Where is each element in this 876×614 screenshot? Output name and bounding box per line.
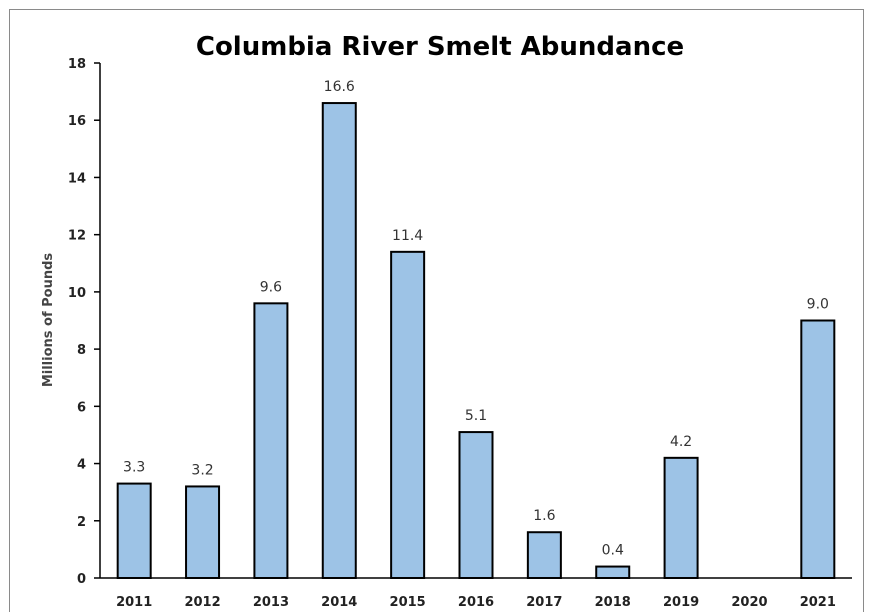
y-tick-label: 2 (77, 515, 86, 530)
y-tick-label: 4 (77, 458, 86, 473)
x-tick-label-2015: 2015 (390, 595, 426, 610)
y-tick-label: 16 (68, 114, 86, 129)
x-tick-label-2013: 2013 (253, 595, 289, 610)
chart-frame (9, 9, 864, 612)
data-label-2017: 1.6 (533, 508, 555, 524)
bar-2011 (116, 482, 152, 580)
y-axis-label: Millions of Pounds (41, 253, 56, 388)
x-tick-label-2018: 2018 (595, 595, 631, 610)
bar-2017 (526, 531, 562, 580)
y-tick-label: 0 (77, 572, 86, 587)
y-tick-label: 8 (77, 343, 86, 358)
y-tick-label: 6 (77, 400, 86, 415)
x-axis-labels: 2011 2012 2013 2014 2015 2016 2017 2018 2019 2020… (116, 595, 836, 610)
bar-2021 (800, 319, 836, 579)
data-labels: 3.3 3.2 9.6 16.6 11.4 5.1 1.6 0.4 4.2 9.0 (123, 79, 829, 559)
bars (116, 102, 836, 580)
bar-2013 (253, 302, 289, 579)
y-tick-label: 14 (68, 171, 86, 186)
x-tick-label-2017: 2017 (526, 595, 562, 610)
data-label-2019: 4.2 (670, 434, 692, 450)
bar-2012 (185, 485, 221, 580)
bar-2014 (321, 102, 357, 580)
data-label-2014: 16.6 (324, 79, 355, 95)
bar-2015 (390, 250, 426, 579)
x-tick-label-2012: 2012 (184, 595, 220, 610)
chart-title: Columbia River Smelt Abundance (196, 32, 684, 62)
data-label-2021: 9.0 (807, 297, 829, 313)
y-tick-label: 18 (68, 57, 86, 72)
data-label-2015: 11.4 (392, 228, 423, 244)
x-tick-label-2021: 2021 (800, 595, 836, 610)
data-label-2013: 9.6 (260, 279, 282, 295)
y-axis-ticks: 0 2 4 6 8 10 12 14 16 18 (68, 57, 100, 587)
x-tick-label-2016: 2016 (458, 595, 494, 610)
bar-2016 (458, 431, 494, 580)
data-label-2018: 0.4 (602, 543, 624, 559)
x-tick-label-2019: 2019 (663, 595, 699, 610)
x-tick-label-2020: 2020 (731, 595, 767, 610)
x-tick-label-2011: 2011 (116, 595, 152, 610)
bar-2018 (595, 565, 631, 579)
bar-2019 (663, 456, 699, 580)
y-tick-label: 10 (68, 286, 86, 301)
data-label-2016: 5.1 (465, 408, 487, 424)
x-tick-label-2014: 2014 (321, 595, 357, 610)
data-label-2012: 3.2 (191, 462, 213, 478)
y-tick-label: 12 (68, 229, 86, 244)
data-label-2011: 3.3 (123, 460, 145, 476)
